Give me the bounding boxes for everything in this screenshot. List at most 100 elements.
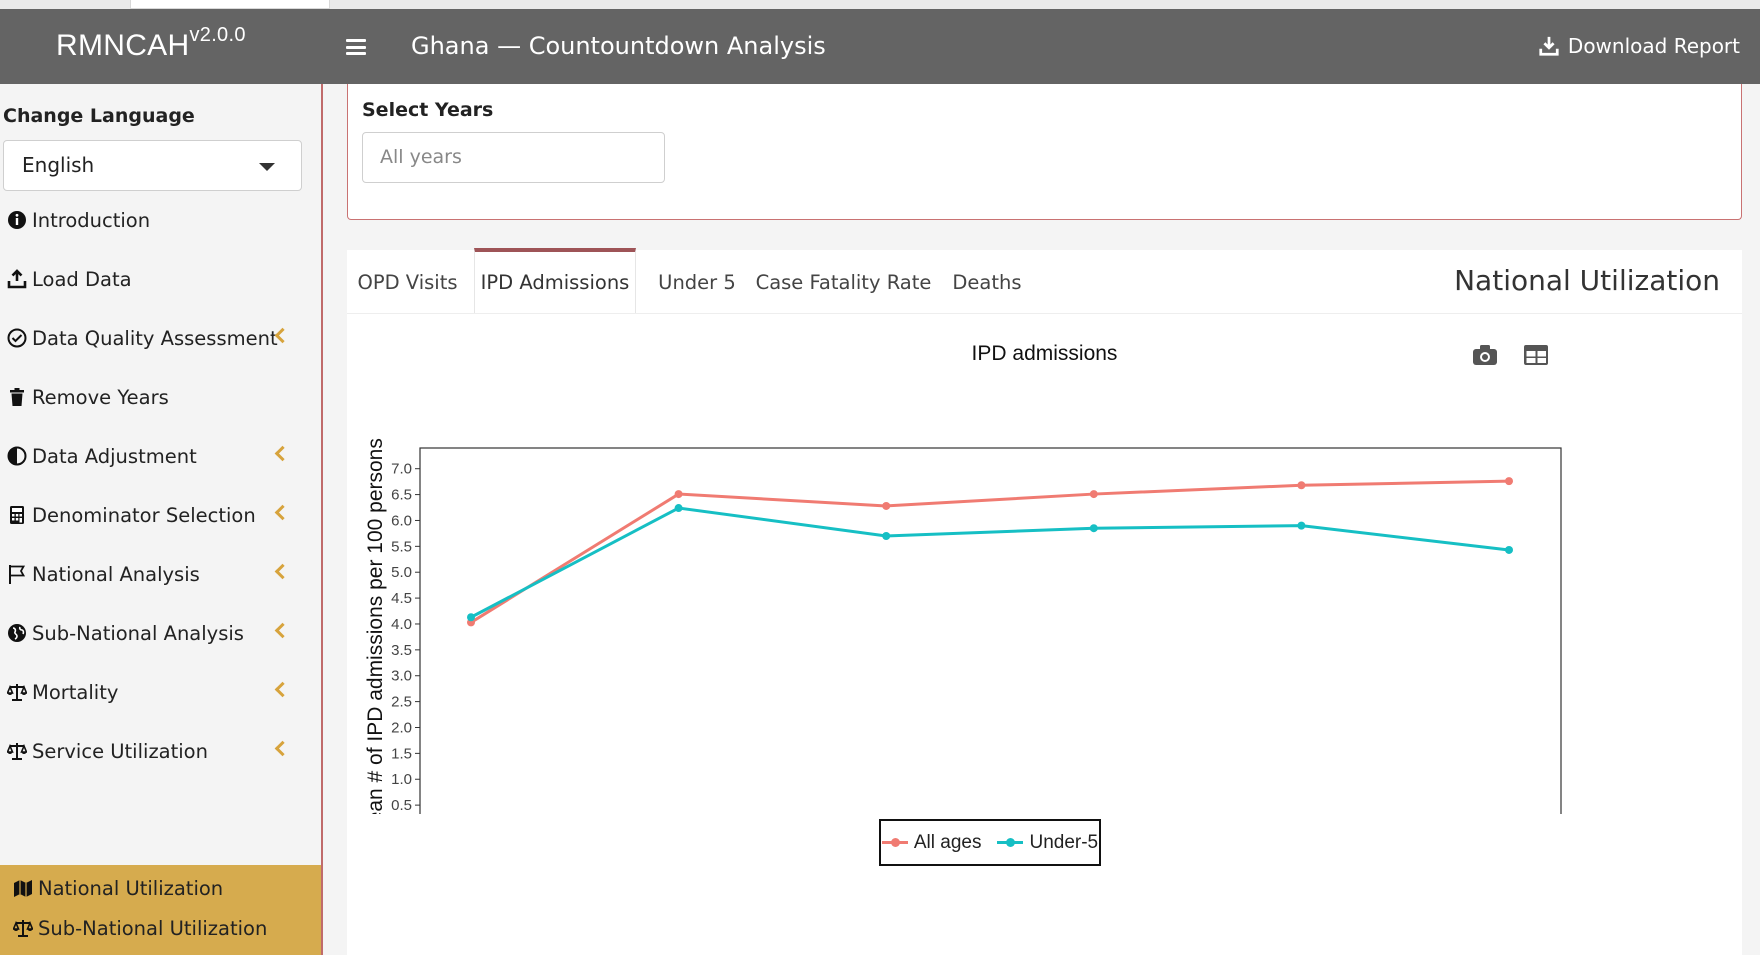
app-brand[interactable]: RMNCAHv2.0.0 bbox=[56, 24, 246, 63]
browser-tab[interactable] bbox=[130, 0, 330, 9]
sidebar-item-load-data[interactable]: Load Data bbox=[0, 259, 321, 299]
series-line-all-ages bbox=[470, 479, 1510, 624]
tab-opd-visits[interactable]: OPD Visits bbox=[357, 270, 458, 294]
app-header: RMNCAHv2.0.0 Ghana — Countountdown Analy… bbox=[0, 9, 1760, 84]
y-tick-label: 4.0 bbox=[391, 616, 412, 633]
y-axis-label: Mean # of IPD admissions per 100 persons bbox=[364, 438, 387, 814]
sidebar-item-data-quality-assessment[interactable]: Data Quality Assessment bbox=[0, 318, 321, 358]
calculator-icon bbox=[10, 506, 24, 524]
sidebar-item-label: Mortality bbox=[32, 680, 119, 704]
y-tick-label: 2.0 bbox=[391, 719, 412, 736]
legend-item-all-ages[interactable]: All ages bbox=[881, 831, 982, 854]
globe-icon bbox=[8, 624, 26, 642]
tab-under-5[interactable]: Under 5 bbox=[658, 270, 736, 294]
select-years-label: Select Years bbox=[362, 99, 494, 121]
y-tick-label: 7.0 bbox=[391, 461, 412, 478]
panel-title: National Utilization bbox=[1454, 264, 1720, 297]
trash-icon bbox=[10, 388, 24, 406]
data-point bbox=[882, 531, 891, 540]
language-label: Change Language bbox=[3, 105, 195, 127]
sidebar-item-data-adjustment[interactable]: Data Adjustment bbox=[0, 436, 321, 476]
download-report-label: Download Report bbox=[1567, 34, 1740, 58]
select-years-input[interactable]: All years bbox=[362, 132, 665, 183]
tab-deaths[interactable]: Deaths bbox=[952, 270, 1022, 294]
sidebar-subitem-national-utilization[interactable]: National Utilization bbox=[0, 868, 321, 908]
table-view-icon[interactable] bbox=[1523, 344, 1549, 366]
tab-ipd-admissions[interactable]: IPD Admissions bbox=[474, 248, 636, 313]
y-tick-label: 6.5 bbox=[391, 487, 412, 504]
data-point bbox=[467, 613, 475, 622]
sidebar-item-introduction[interactable]: Introduction bbox=[0, 200, 321, 240]
data-point bbox=[1089, 490, 1098, 499]
chart-legend: All ages Under-5 bbox=[879, 819, 1101, 866]
legend-label: All ages bbox=[913, 831, 982, 853]
y-tick-label: 4.5 bbox=[391, 590, 412, 607]
sidebar-item-label: Sub-National Analysis bbox=[32, 621, 244, 645]
data-point bbox=[674, 490, 683, 499]
browser-top-strip bbox=[0, 0, 1760, 9]
sidebar-item-denominator-selection[interactable]: Denominator Selection bbox=[0, 495, 321, 535]
camera-icon[interactable] bbox=[1472, 344, 1498, 366]
tab-case-fatality-rate[interactable]: Case Fatality Rate bbox=[755, 270, 932, 294]
sidebar-subitem-sub-national-utilization[interactable]: Sub-National Utilization bbox=[0, 908, 321, 948]
legend-label: Under-5 bbox=[1029, 831, 1099, 853]
y-tick-label: 5.5 bbox=[391, 538, 412, 555]
y-tick-label: 6.0 bbox=[391, 512, 412, 529]
language-value: English bbox=[22, 153, 95, 177]
balance-scale-icon bbox=[7, 743, 27, 760]
sidebar-item-label: Denominator Selection bbox=[32, 503, 256, 527]
sidebar-item-label: Data Quality Assessment bbox=[32, 326, 278, 350]
sidebar: Change Language English Introduction Load… bbox=[0, 84, 323, 955]
sidebar-item-label: Service Utilization bbox=[32, 739, 208, 763]
sidebar-item-label: Sub-National Utilization bbox=[38, 916, 268, 940]
legend-item-under5[interactable]: Under-5 bbox=[997, 832, 1098, 854]
map-icon bbox=[14, 880, 32, 897]
download-icon bbox=[1539, 36, 1559, 56]
sidebar-item-mortality[interactable]: Mortality bbox=[0, 672, 321, 712]
y-tick-label: 3.5 bbox=[391, 642, 412, 659]
upload-icon bbox=[7, 269, 27, 289]
y-tick-label: 1.5 bbox=[391, 745, 412, 762]
data-point bbox=[882, 501, 891, 510]
data-point bbox=[1297, 521, 1306, 530]
download-report-button[interactable]: Download Report bbox=[1538, 34, 1740, 58]
select-years-box: Select Years All years bbox=[347, 84, 1742, 220]
sidebar-item-label: Data Adjustment bbox=[32, 444, 197, 468]
main-content: Select Years All years OPD Visits IPD Adm… bbox=[325, 84, 1760, 955]
app-name: RMNCAH bbox=[56, 29, 190, 62]
sidebar-item-national-analysis[interactable]: National Analysis bbox=[0, 554, 321, 594]
series-line-under-5 bbox=[470, 506, 1510, 619]
data-point bbox=[1505, 545, 1513, 554]
sidebar-item-label: National Utilization bbox=[38, 876, 224, 900]
sidebar-item-label: Introduction bbox=[32, 208, 151, 232]
data-point bbox=[1505, 477, 1513, 486]
service-utilization-submenu: National Utilization Sub-National Utiliza… bbox=[0, 865, 321, 955]
tab-bar: OPD Visits IPD Admissions Under 5 Case Fata… bbox=[347, 248, 1742, 314]
language-select[interactable]: English bbox=[3, 140, 302, 191]
y-tick-label: 0.5 bbox=[391, 797, 412, 814]
caret-down-icon bbox=[259, 163, 275, 171]
chevron-left-icon bbox=[274, 563, 291, 580]
chart-title: IPD admissions bbox=[971, 342, 1118, 365]
sidebar-item-sub-national-analysis[interactable]: Sub-National Analysis bbox=[0, 613, 321, 653]
adjust-icon bbox=[7, 446, 27, 466]
flag-icon bbox=[9, 565, 26, 584]
menu-toggle-icon[interactable] bbox=[346, 39, 366, 55]
check-circle-icon bbox=[7, 328, 27, 348]
chevron-left-icon bbox=[274, 622, 291, 639]
y-tick-label: 5.0 bbox=[391, 564, 412, 581]
y-tick-label: 2.5 bbox=[391, 694, 412, 711]
data-point bbox=[1297, 481, 1306, 490]
y-tick-label: 1.0 bbox=[391, 771, 412, 788]
sidebar-item-remove-years[interactable]: Remove Years bbox=[0, 377, 321, 417]
sidebar-item-label: Load Data bbox=[32, 267, 132, 291]
chevron-left-icon bbox=[274, 681, 291, 698]
balance-scale-icon bbox=[13, 920, 33, 937]
sidebar-item-label: National Analysis bbox=[32, 562, 200, 586]
y-tick-label: 3.0 bbox=[391, 668, 412, 685]
sidebar-item-service-utilization[interactable]: Service Utilization bbox=[0, 731, 321, 771]
data-point bbox=[1089, 524, 1098, 533]
sidebar-item-label: Remove Years bbox=[32, 385, 169, 409]
balance-scale-icon bbox=[7, 684, 27, 701]
app-version: v2.0.0 bbox=[189, 24, 246, 46]
